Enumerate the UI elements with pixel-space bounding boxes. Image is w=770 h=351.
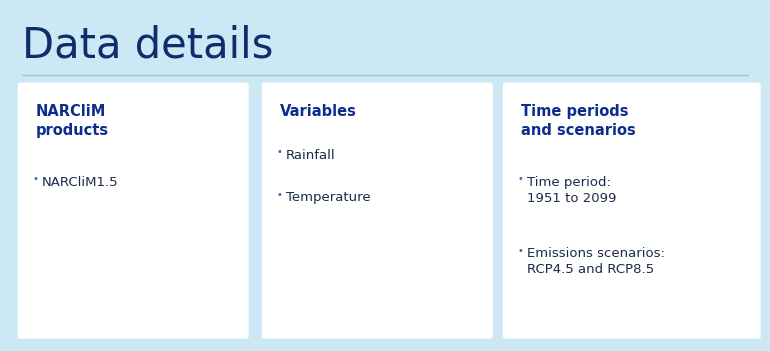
FancyBboxPatch shape xyxy=(503,82,761,339)
FancyBboxPatch shape xyxy=(18,82,249,339)
Text: •: • xyxy=(517,174,524,184)
Text: •: • xyxy=(276,190,283,199)
Text: Data details: Data details xyxy=(22,25,273,67)
Text: •: • xyxy=(517,246,524,256)
Text: Emissions scenarios:
RCP4.5 and RCP8.5: Emissions scenarios: RCP4.5 and RCP8.5 xyxy=(527,247,665,277)
Text: Rainfall: Rainfall xyxy=(286,149,335,162)
Text: Time periods
and scenarios: Time periods and scenarios xyxy=(521,104,635,138)
Text: Temperature: Temperature xyxy=(286,191,370,204)
Text: Time period:
1951 to 2099: Time period: 1951 to 2099 xyxy=(527,176,616,205)
Text: •: • xyxy=(276,147,283,157)
Text: Variables: Variables xyxy=(280,104,357,119)
Text: NARCliM
products: NARCliM products xyxy=(35,104,109,138)
Text: NARCliM1.5: NARCliM1.5 xyxy=(42,176,119,188)
FancyBboxPatch shape xyxy=(262,82,493,339)
Text: •: • xyxy=(32,174,38,184)
